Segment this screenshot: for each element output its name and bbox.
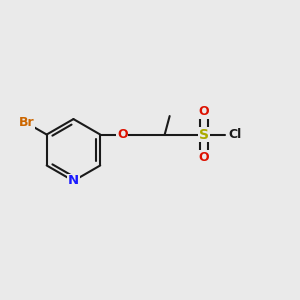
Text: Cl: Cl [228, 128, 241, 141]
Text: O: O [199, 151, 209, 164]
Text: S: S [199, 128, 209, 142]
Text: N: N [68, 174, 79, 188]
Text: O: O [117, 128, 128, 141]
Text: Br: Br [19, 116, 34, 129]
Text: O: O [199, 105, 209, 118]
